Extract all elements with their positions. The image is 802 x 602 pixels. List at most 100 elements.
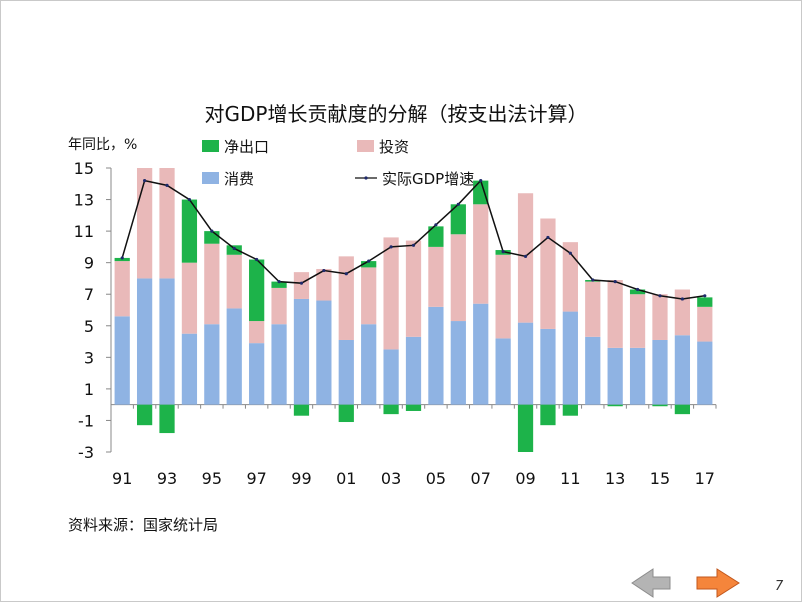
bar-investment	[607, 280, 623, 348]
bar-consumption	[405, 336, 422, 405]
bar-consumption	[428, 306, 444, 405]
y-axis-label: 年同比，%	[68, 137, 137, 153]
bar-consumption	[562, 311, 578, 405]
x-tick-label: 95	[202, 469, 222, 488]
bar-net-exports	[405, 404, 422, 411]
bar-consumption	[316, 300, 332, 405]
gdp-point	[703, 294, 707, 298]
gdp-point	[411, 243, 416, 247]
legend-label-consumption: 消费	[224, 170, 254, 188]
gdp-point	[613, 280, 617, 284]
x-tick-label: 13	[605, 469, 625, 488]
x-tick-label: 09	[515, 469, 535, 488]
bar-investment	[585, 281, 601, 337]
bar-consumption	[697, 341, 713, 405]
bar-consumption	[136, 278, 153, 405]
bar-consumption	[181, 333, 198, 405]
prev-slide-arrow-icon[interactable]	[631, 568, 671, 598]
bar-investment	[428, 246, 444, 307]
bar-consumption	[383, 349, 399, 405]
bar-consumption	[607, 347, 623, 405]
bar-consumption	[338, 339, 354, 405]
bar-consumption	[226, 308, 242, 405]
gdp-point	[635, 287, 640, 292]
gdp-point	[479, 179, 483, 183]
gdp-point	[568, 251, 572, 255]
bar-consumption	[674, 335, 691, 405]
gdp-point	[501, 250, 505, 254]
bar-consumption	[652, 339, 668, 405]
bar-consumption	[540, 328, 556, 405]
gdp-point	[232, 246, 236, 251]
bar-investment	[473, 204, 489, 304]
bar-investment	[271, 287, 287, 325]
x-tick-label: 01	[336, 469, 356, 488]
bar-consumption	[114, 316, 130, 405]
bar-investment	[540, 218, 556, 329]
gdp-point	[591, 278, 595, 282]
x-tick-label: 93	[157, 469, 177, 488]
y-tick-label: -3	[78, 443, 94, 462]
gdp-point	[255, 257, 259, 262]
x-tick-label: 99	[291, 469, 311, 488]
bar-net-exports	[204, 231, 220, 244]
bar-net-exports	[159, 404, 175, 434]
bar-consumption	[249, 343, 265, 405]
bar-consumption	[473, 303, 489, 405]
bar-net-exports	[338, 404, 354, 423]
gdp-point	[120, 256, 124, 260]
x-tick-label: 15	[650, 469, 670, 488]
y-tick-label: 3	[84, 348, 94, 367]
bar-investment	[114, 261, 130, 317]
bar-consumption	[585, 336, 601, 405]
next-slide-arrow-icon[interactable]	[696, 568, 740, 598]
bar-net-exports	[562, 404, 578, 416]
bar-investment	[674, 289, 691, 336]
y-tick-label: 7	[84, 285, 94, 304]
gdp-point	[322, 268, 326, 273]
bar-consumption	[293, 298, 310, 405]
bar-investment	[450, 234, 466, 322]
bar-net-exports	[697, 297, 713, 307]
bar-net-exports	[652, 404, 668, 407]
bar-consumption	[271, 324, 287, 405]
y-tick-label: 13	[74, 191, 94, 210]
x-tick-label: 07	[471, 469, 491, 488]
gdp-point	[210, 229, 214, 233]
x-tick-label: 11	[560, 469, 580, 488]
source-note: 资料来源：国家统计局	[68, 516, 218, 534]
bars	[114, 168, 713, 452]
bar-net-exports	[674, 404, 691, 415]
page-number: 7	[775, 579, 784, 594]
bar-investment	[652, 294, 668, 340]
y-tick-label: 15	[74, 159, 94, 178]
bar-investment	[562, 242, 578, 312]
gdp-point	[456, 202, 460, 206]
x-tick-label: 97	[246, 469, 266, 488]
bar-net-exports	[181, 199, 198, 263]
bar-net-exports	[383, 404, 399, 415]
bar-investment	[338, 256, 354, 340]
legend-swatch-consumption	[202, 172, 219, 184]
bar-investment	[293, 272, 310, 299]
gdp-line	[120, 179, 707, 301]
legend-label-gdp: 实际GDP增速	[382, 170, 474, 188]
bar-net-exports	[136, 404, 153, 426]
y-tick-label: 11	[74, 222, 94, 241]
x-tick-label: 91	[112, 469, 132, 488]
bar-investment	[361, 267, 377, 325]
gdp-point	[344, 272, 348, 276]
legend-swatch-investment	[357, 140, 374, 152]
bar-investment	[629, 294, 646, 348]
legend-swatch-net-exports	[202, 140, 219, 152]
legend-label-net-exports: 净出口	[224, 138, 269, 156]
bar-net-exports	[450, 204, 466, 235]
bar-net-exports	[629, 289, 646, 295]
gdp-point	[389, 245, 393, 249]
y-tick-label: 1	[84, 380, 94, 399]
legend-marker-gdp	[364, 176, 368, 180]
bar-investment	[159, 168, 175, 279]
bar-consumption	[517, 322, 534, 405]
y-tick-label: -1	[78, 411, 94, 430]
